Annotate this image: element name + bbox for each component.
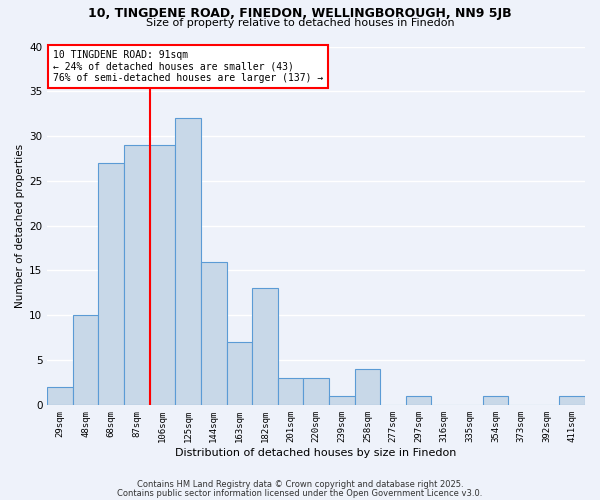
Bar <box>252 288 278 405</box>
Bar <box>329 396 355 405</box>
Bar <box>201 262 227 405</box>
Bar <box>124 145 150 405</box>
Bar <box>150 145 175 405</box>
Text: Contains HM Land Registry data © Crown copyright and database right 2025.: Contains HM Land Registry data © Crown c… <box>137 480 463 489</box>
Bar <box>98 163 124 405</box>
Y-axis label: Number of detached properties: Number of detached properties <box>15 144 25 308</box>
X-axis label: Distribution of detached houses by size in Finedon: Distribution of detached houses by size … <box>175 448 457 458</box>
Text: Contains public sector information licensed under the Open Government Licence v3: Contains public sector information licen… <box>118 488 482 498</box>
Text: 10, TINGDENE ROAD, FINEDON, WELLINGBOROUGH, NN9 5JB: 10, TINGDENE ROAD, FINEDON, WELLINGBOROU… <box>88 8 512 20</box>
Bar <box>406 396 431 405</box>
Bar <box>482 396 508 405</box>
Bar <box>278 378 304 405</box>
Bar <box>175 118 201 405</box>
Bar <box>355 369 380 405</box>
Bar <box>304 378 329 405</box>
Text: Size of property relative to detached houses in Finedon: Size of property relative to detached ho… <box>146 18 454 28</box>
Bar <box>73 316 98 405</box>
Text: 10 TINGDENE ROAD: 91sqm
← 24% of detached houses are smaller (43)
76% of semi-de: 10 TINGDENE ROAD: 91sqm ← 24% of detache… <box>53 50 323 84</box>
Bar <box>227 342 252 405</box>
Bar <box>559 396 585 405</box>
Bar <box>47 387 73 405</box>
